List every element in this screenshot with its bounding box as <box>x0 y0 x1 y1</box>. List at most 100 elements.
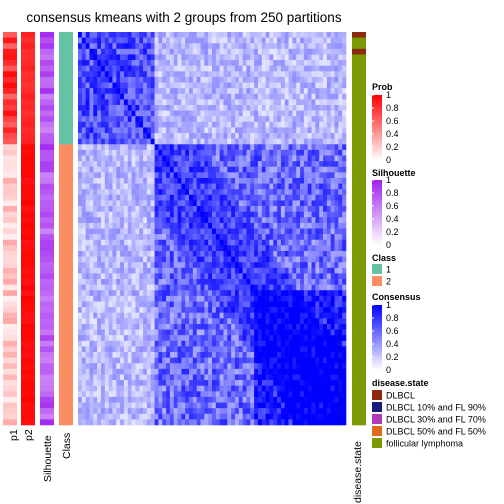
consensus-cell <box>192 161 197 168</box>
consensus-cell <box>123 149 129 156</box>
consensus-cell <box>254 116 259 123</box>
consensus-cell <box>273 206 278 212</box>
consensus-cell <box>342 110 347 117</box>
consensus-cell <box>204 374 209 381</box>
consensus-cell <box>208 217 213 224</box>
consensus-cell <box>234 312 240 319</box>
consensus-cell <box>173 88 178 95</box>
consensus-cell <box>127 172 132 179</box>
consensus-cell <box>254 284 259 291</box>
consensus-cell <box>311 239 316 246</box>
consensus-cell <box>250 206 255 212</box>
consensus-cell <box>123 234 129 241</box>
consensus-cell <box>93 391 98 398</box>
consensus-cell <box>223 211 228 218</box>
consensus-cell <box>154 363 159 370</box>
consensus-cell <box>334 99 339 106</box>
consensus-cell <box>212 149 217 156</box>
consensus-cell <box>250 368 255 375</box>
consensus-cell <box>296 110 301 117</box>
consensus-cell <box>284 116 289 123</box>
consensus-cell <box>215 368 220 375</box>
consensus-cell <box>212 71 217 78</box>
consensus-cell <box>131 250 136 257</box>
annotation-silhouette-column <box>40 32 54 426</box>
silhouette-cell <box>40 357 54 364</box>
consensus-cell <box>192 363 197 370</box>
consensus-cell <box>185 206 190 212</box>
consensus-cell <box>257 48 263 55</box>
consensus-cell <box>158 352 163 358</box>
consensus-cell <box>166 279 171 285</box>
consensus-cell <box>292 149 297 156</box>
consensus-cell <box>104 357 109 364</box>
consensus-cell <box>177 323 182 330</box>
consensus-cell <box>208 48 213 55</box>
consensus-cell <box>231 71 236 78</box>
consensus-cell <box>223 363 228 370</box>
consensus-cell <box>135 116 140 123</box>
consensus-cell <box>250 284 255 291</box>
consensus-cell <box>238 391 243 398</box>
consensus-cell <box>181 155 186 162</box>
consensus-cell <box>288 194 293 201</box>
consensus-cell <box>215 396 220 403</box>
consensus-cell <box>342 127 347 134</box>
p1-cell <box>3 116 17 123</box>
consensus-cell <box>120 234 125 241</box>
consensus-cell <box>97 307 102 314</box>
consensus-cell <box>139 396 144 403</box>
consensus-cell <box>246 368 251 375</box>
consensus-cell <box>162 380 167 386</box>
consensus-cell <box>150 368 155 375</box>
consensus-cell <box>143 335 148 342</box>
consensus-cell <box>227 99 232 106</box>
consensus-cell <box>246 323 251 330</box>
consensus-cell <box>338 307 343 314</box>
consensus-cell <box>208 177 213 184</box>
consensus-cell <box>280 54 286 61</box>
consensus-cell <box>288 88 293 95</box>
consensus-cell <box>311 149 316 156</box>
consensus-cell <box>166 239 171 246</box>
consensus-cell <box>146 37 152 44</box>
consensus-cell <box>123 217 129 224</box>
consensus-cell <box>116 127 121 134</box>
consensus-cell <box>143 228 148 235</box>
consensus-cell <box>189 357 194 364</box>
consensus-cell <box>288 279 293 285</box>
consensus-cell <box>261 380 266 386</box>
consensus-cell <box>89 161 94 168</box>
consensus-cell <box>177 155 182 162</box>
consensus-cell <box>330 177 335 184</box>
consensus-cell <box>273 352 278 358</box>
consensus-cell <box>323 155 328 162</box>
consensus-cell <box>177 76 182 83</box>
consensus-cell <box>326 396 331 403</box>
p1-cell <box>3 189 17 196</box>
consensus-cell <box>127 279 132 285</box>
consensus-cell <box>158 76 163 83</box>
consensus-cell <box>127 318 132 325</box>
consensus-cell <box>334 37 339 44</box>
consensus-cell <box>246 48 251 55</box>
consensus-cell <box>261 234 266 241</box>
consensus-cell <box>85 374 90 381</box>
consensus-cell <box>338 104 343 111</box>
consensus-cell <box>219 217 224 224</box>
consensus-cell <box>150 262 155 269</box>
consensus-cell <box>196 340 201 347</box>
consensus-cell <box>89 144 94 151</box>
consensus-cell <box>215 217 220 224</box>
consensus-cell <box>131 245 136 252</box>
silhouette-cell <box>40 374 54 381</box>
consensus-cell <box>227 346 232 353</box>
consensus-cell <box>323 43 328 50</box>
consensus-cell <box>177 43 182 50</box>
consensus-cell <box>169 48 175 55</box>
consensus-cell <box>208 352 213 358</box>
consensus-cell <box>192 335 197 342</box>
consensus-cell <box>100 32 106 38</box>
consensus-cell <box>215 262 220 269</box>
consensus-cell <box>100 222 106 229</box>
